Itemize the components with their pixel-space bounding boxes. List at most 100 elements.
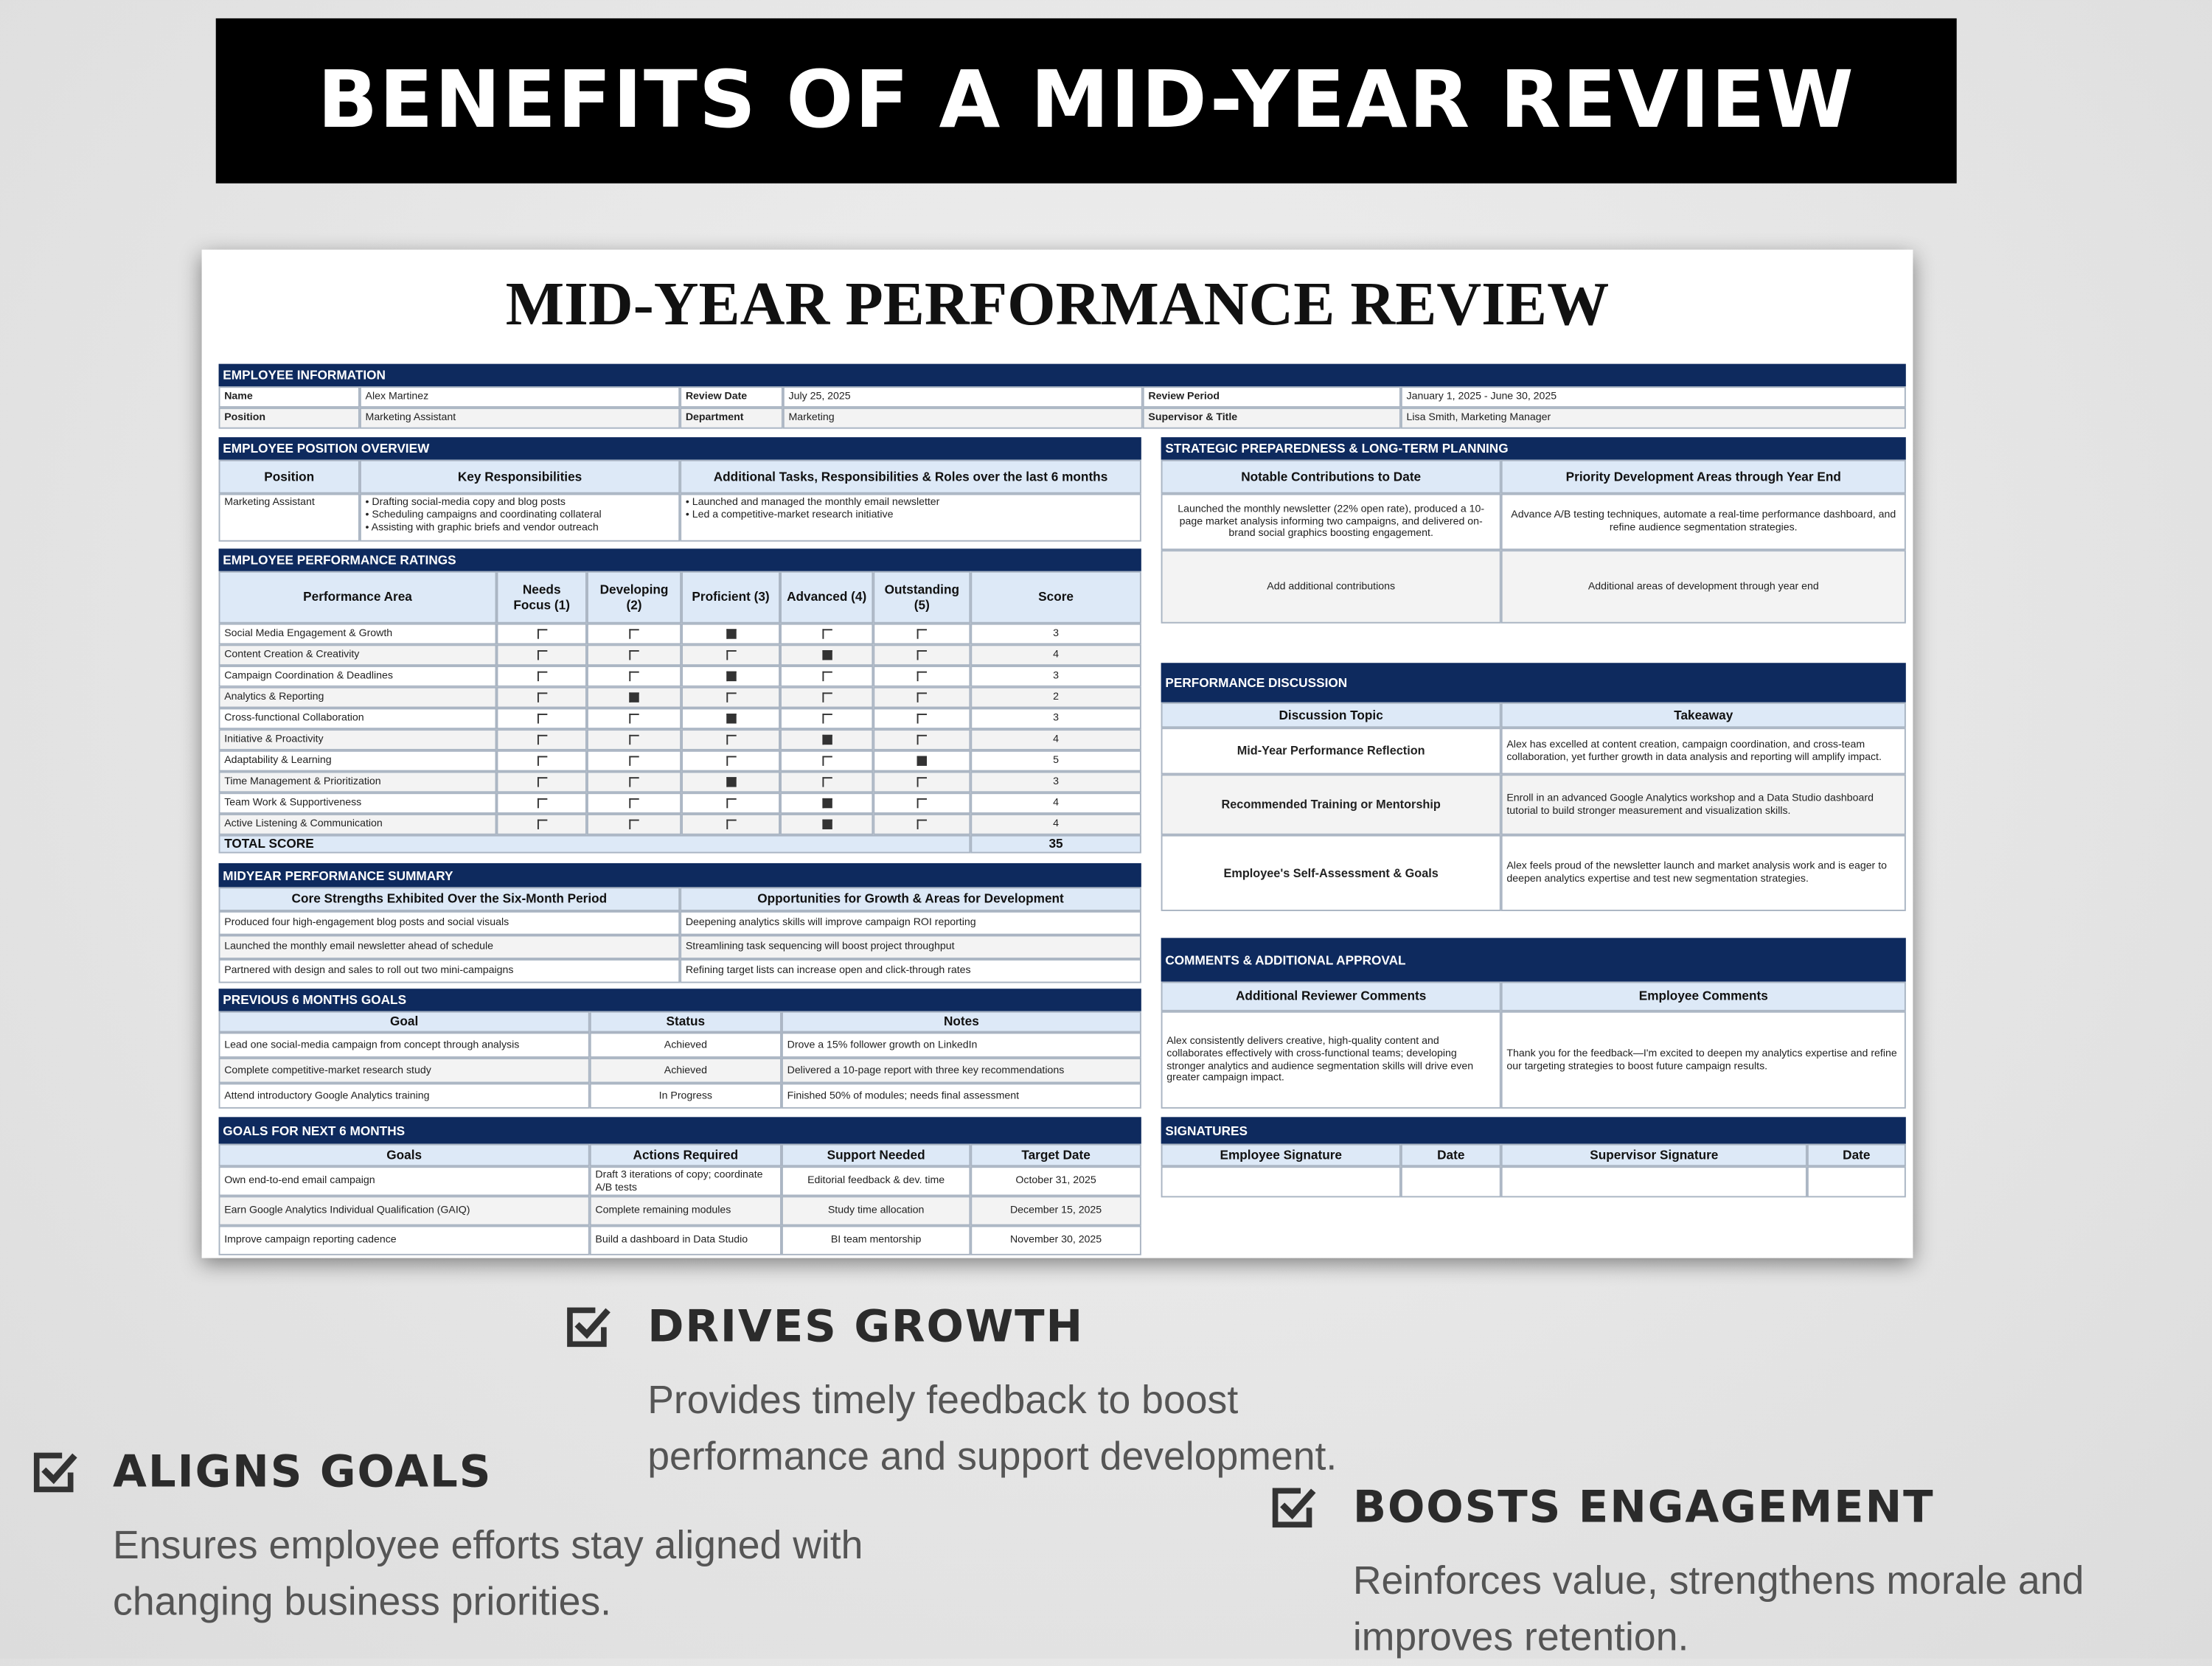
table-cell: Marketing <box>782 407 1143 429</box>
empty-cell <box>1500 1166 1807 1198</box>
score-cell: 4 <box>970 813 1141 835</box>
checkbox <box>726 734 736 745</box>
checkbox <box>726 756 736 766</box>
table-cell: Review Date <box>680 386 783 408</box>
checkbox <box>726 777 736 787</box>
checkbox-cell <box>681 750 781 772</box>
checkbox <box>536 734 547 745</box>
checkbox <box>821 692 832 703</box>
benefit-text: improves retention. <box>1352 1614 1689 1659</box>
table-cell: Delivered a 10-page report with three ke… <box>781 1057 1141 1084</box>
area-cell: Content Creation & Creativity <box>218 644 497 666</box>
column-header: Core Strengths Exhibited Over the Six-Mo… <box>218 887 681 911</box>
checkbox-cell <box>873 813 971 835</box>
column-header: Notable Contributions to Date <box>1161 459 1501 494</box>
table-cell: October 31, 2025 <box>970 1166 1141 1196</box>
table-cell: Study time allocation <box>781 1196 971 1226</box>
checkbox-cell <box>873 792 971 814</box>
column-header: Opportunities for Growth & Areas for Dev… <box>680 887 1141 911</box>
checkbox <box>726 819 736 829</box>
table-cell: Name <box>218 386 360 408</box>
benefit-title: BOOSTS ENGAGEMENT <box>1352 1482 1935 1533</box>
section-header: SIGNATURES <box>1161 1117 1906 1144</box>
section-header: EMPLOYEE POSITION OVERVIEW <box>218 437 1141 460</box>
table-cell: Department <box>680 407 783 429</box>
column-header: Needs Focus (1) <box>496 571 587 624</box>
checkbox <box>726 629 736 639</box>
checkbox <box>726 798 736 809</box>
checkbox <box>536 819 547 829</box>
checkbox-cell <box>496 666 587 687</box>
checkbox <box>917 671 928 682</box>
checkbox <box>536 777 547 787</box>
checkbox <box>917 756 928 766</box>
checkbox-cell <box>496 708 587 730</box>
score-cell: 4 <box>970 644 1141 666</box>
table-cell: Alex has excelled at content creation, c… <box>1500 728 1906 775</box>
checkbox <box>629 629 639 639</box>
checkbox-cell <box>496 686 587 708</box>
checkbox-cell <box>873 686 971 708</box>
checkbox-cell <box>586 623 682 645</box>
checkbox-cell <box>780 644 874 666</box>
section-header: PREVIOUS 6 MONTHS GOALS <box>218 989 1141 1011</box>
table-cell: Drove a 15% follower growth on LinkedIn <box>781 1032 1141 1058</box>
checkbox-cell <box>496 644 587 666</box>
score-cell: 3 <box>970 666 1141 687</box>
checkbox <box>536 692 547 703</box>
column-header: Discussion Topic <box>1161 702 1501 728</box>
checkbox-cell <box>681 666 781 687</box>
checkbox-cell <box>496 623 587 645</box>
benefit-text: performance and support development. <box>647 1434 1338 1479</box>
checkbox-cell <box>496 750 587 772</box>
table-cell: Deepening analytics skills will improve … <box>680 910 1141 935</box>
table-cell: Lead one social-media campaign from conc… <box>218 1032 590 1058</box>
checkbox <box>917 692 928 703</box>
check-icon <box>1272 1488 1316 1528</box>
checkbox <box>726 714 736 724</box>
column-header: Notes <box>781 1011 1141 1033</box>
checkbox-cell <box>681 792 781 814</box>
checkbox <box>629 756 639 766</box>
checkbox-cell <box>780 750 874 772</box>
banner: BENEFITS OF A MID-YEAR REVIEW <box>215 18 1957 184</box>
checkbox-cell <box>780 686 874 708</box>
table-cell: Refining target lists can increase open … <box>680 959 1141 983</box>
table-cell: July 25, 2025 <box>782 386 1143 408</box>
table-cell: • Drafting social-media copy and blog po… <box>359 493 681 542</box>
score-cell: 5 <box>970 750 1141 772</box>
score-cell: 3 <box>970 708 1141 730</box>
checkbox-cell <box>780 813 874 835</box>
table-cell: Attend introductory Google Analytics tra… <box>218 1083 590 1109</box>
cell-line: • Drafting social-media copy and blog po… <box>365 495 566 508</box>
table-cell: Lisa Smith, Marketing Manager <box>1400 407 1906 429</box>
checkbox <box>726 650 736 661</box>
checkbox-cell <box>873 644 971 666</box>
table-cell: Alex feels proud of the newsletter launc… <box>1500 834 1906 911</box>
checkbox-cell <box>873 729 971 750</box>
empty-cell <box>1161 1166 1401 1198</box>
table-cell: Launched the monthly newsletter (22% ope… <box>1161 493 1501 551</box>
checkbox-cell <box>780 771 874 793</box>
section-header: EMPLOYEE INFORMATION <box>218 363 1906 387</box>
benefit-text: changing business priorities. <box>113 1579 612 1624</box>
section-header: MIDYEAR PERFORMANCE SUMMARY <box>218 862 1141 888</box>
column-header: Status <box>589 1011 782 1033</box>
table-cell: Own end-to-end email campaign <box>218 1166 590 1196</box>
check-icon <box>33 1452 77 1493</box>
column-header: Additional Reviewer Comments <box>1161 981 1501 1011</box>
section-header: STRATEGIC PREPAREDNESS & LONG-TERM PLANN… <box>1161 437 1906 460</box>
checkbox <box>917 777 928 787</box>
checkbox <box>821 777 832 787</box>
column-header: Date <box>1400 1143 1501 1167</box>
table-cell: Partnered with design and sales to roll … <box>218 959 681 983</box>
total-score: 35 <box>970 834 1141 854</box>
check-icon <box>567 1307 611 1348</box>
cell-line: • Launched and managed the monthly email… <box>685 495 940 508</box>
section-header: GOALS FOR NEXT 6 MONTHS <box>218 1117 1141 1144</box>
table-cell: Build a dashboard in Data Studio <box>589 1225 782 1255</box>
table-cell: Streamlining task sequencing will boost … <box>680 935 1141 960</box>
table-cell: In Progress <box>589 1083 782 1109</box>
